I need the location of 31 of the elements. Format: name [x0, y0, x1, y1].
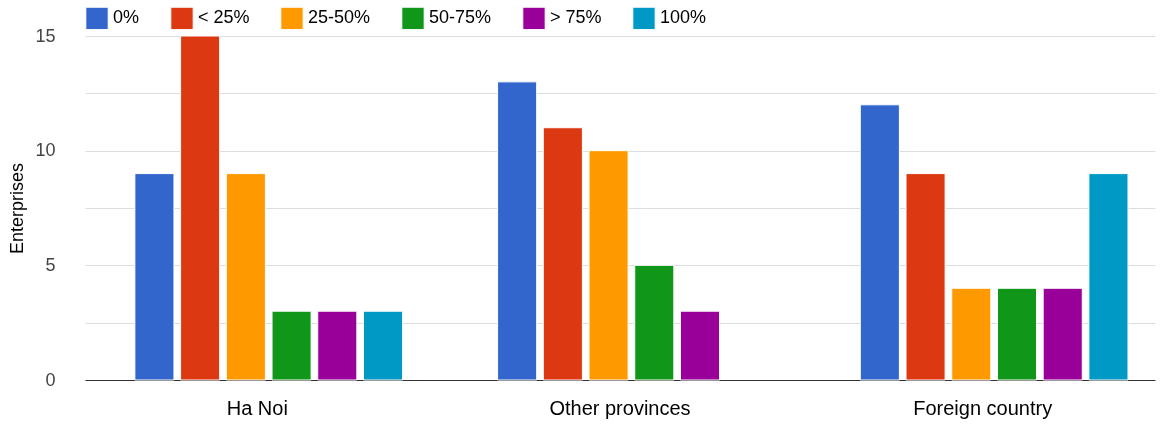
legend-label: < 25%	[198, 7, 250, 28]
bar	[180, 35, 221, 381]
bar	[588, 150, 629, 381]
x-tick-label: Foreign country	[913, 396, 1053, 419]
legend-label: 25-50%	[308, 7, 371, 28]
y-tick-label: 0	[45, 369, 56, 390]
legend-label: 100%	[660, 7, 707, 28]
y-tick-label: 5	[45, 254, 56, 275]
y-tick-label: 10	[35, 140, 56, 161]
x-tick-label: Ha Noi	[226, 396, 288, 419]
bar	[542, 127, 583, 381]
bar	[497, 81, 538, 381]
bar	[271, 310, 312, 381]
bar	[1042, 287, 1083, 381]
bar	[951, 287, 992, 381]
bar	[317, 310, 358, 381]
y-tick-label: 15	[35, 25, 56, 46]
bar	[225, 173, 266, 381]
x-tick-label: Other provinces	[549, 396, 691, 419]
legend-label: 0%	[113, 7, 140, 28]
bar	[134, 173, 175, 381]
bar	[634, 264, 675, 381]
bar	[1088, 173, 1129, 381]
bar	[679, 310, 721, 381]
bar	[859, 104, 900, 381]
legend-label: 50-75%	[429, 7, 492, 28]
bar	[996, 287, 1038, 381]
y-axis-title: Enterprises	[7, 162, 28, 255]
legend-label: > 75%	[550, 7, 602, 28]
bar	[905, 173, 946, 381]
bar	[362, 310, 404, 381]
